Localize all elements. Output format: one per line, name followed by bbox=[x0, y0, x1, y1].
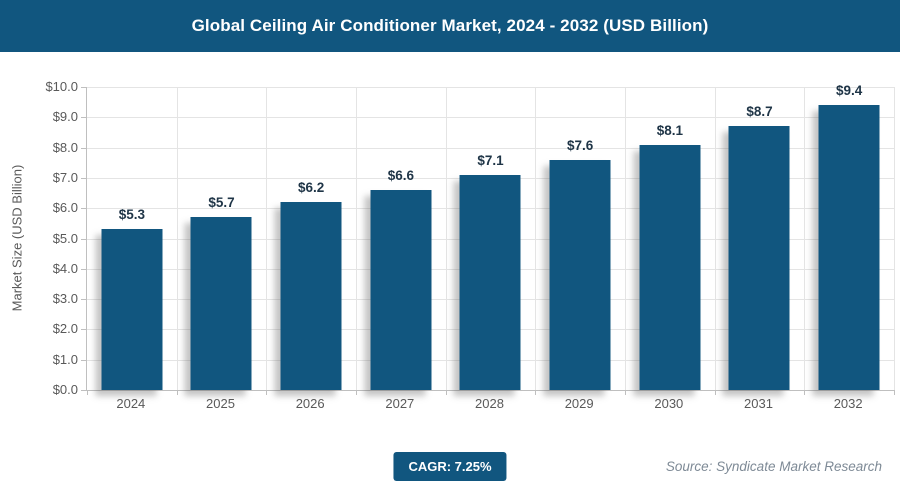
x-tick-label: 2027 bbox=[385, 396, 415, 411]
y-tick-label: $2.0 bbox=[52, 321, 78, 337]
gridline-vertical bbox=[356, 87, 357, 390]
x-tick-label: 2032 bbox=[833, 396, 863, 411]
bar-2024 bbox=[101, 229, 163, 390]
gridline-vertical bbox=[714, 87, 716, 390]
x-axis-tick bbox=[625, 390, 626, 395]
bar-group-2032: $9.4 bbox=[804, 83, 894, 390]
x-axis-tick bbox=[804, 390, 806, 395]
bar-group-2026: $6.2 bbox=[266, 87, 356, 390]
bar-2027 bbox=[370, 190, 432, 390]
y-axis-tick bbox=[81, 329, 87, 331]
x-tick-label: 2030 bbox=[654, 396, 684, 411]
x-axis-tick bbox=[356, 390, 357, 395]
bar-group-2024: $5.3 bbox=[87, 87, 177, 390]
y-tick-label: $8.0 bbox=[52, 139, 78, 155]
gridline-vertical bbox=[804, 87, 806, 390]
bar-value-label: $7.1 bbox=[477, 152, 504, 168]
bar-2031 bbox=[728, 126, 790, 390]
bar-group-2029: $7.6 bbox=[535, 87, 625, 390]
x-axis-tick bbox=[535, 390, 537, 395]
bar-2029 bbox=[549, 159, 611, 390]
bar-value-label: $8.1 bbox=[656, 122, 683, 138]
y-axis-tick bbox=[81, 87, 87, 88]
x-tick-label: 2025 bbox=[206, 396, 235, 411]
y-tick-label: $6.0 bbox=[52, 200, 78, 216]
bar-2032 bbox=[818, 105, 880, 390]
gridline-vertical bbox=[445, 87, 447, 390]
bar-group-2030: $8.1 bbox=[625, 87, 715, 390]
bar-group-2027: $6.6 bbox=[356, 87, 446, 390]
y-axis-tick bbox=[81, 238, 87, 240]
x-axis-tick bbox=[445, 390, 447, 395]
x-tick-label: 2028 bbox=[475, 396, 504, 411]
bar-value-label: $7.6 bbox=[567, 137, 594, 153]
x-tick-label: 2031 bbox=[744, 396, 773, 411]
x-axis-tick bbox=[894, 390, 895, 395]
chart-header-bar: Global Ceiling Air Conditioner Market, 2… bbox=[0, 0, 900, 52]
x-axis-tick bbox=[266, 390, 268, 395]
gridline-horizontal bbox=[87, 87, 894, 88]
y-tick-label: $0.0 bbox=[52, 382, 78, 397]
y-tick-label: $7.0 bbox=[52, 169, 78, 185]
y-tick-label: $1.0 bbox=[52, 351, 78, 367]
bar-2025 bbox=[190, 217, 252, 390]
y-axis-tick bbox=[81, 299, 87, 301]
bar-value-label: $5.3 bbox=[118, 207, 145, 223]
x-axis-tick-labels: 2024 2025 2026 2027 2028 2029 2030 2031 2032 bbox=[86, 396, 893, 414]
plot-area: $5.3 $5.7 $6.2 $6.6 $7.1 $7.6 $8.1 $8.7 $9.4 bbox=[81, 83, 895, 395]
y-axis-tick bbox=[81, 390, 87, 391]
gridline-vertical bbox=[625, 87, 626, 390]
x-tick-label: 2029 bbox=[564, 396, 594, 411]
bar-group-2025: $5.7 bbox=[177, 87, 267, 390]
y-tick-label: $5.0 bbox=[52, 230, 78, 246]
bar-group-2028: $7.1 bbox=[446, 87, 536, 390]
y-axis-tick bbox=[81, 117, 87, 119]
y-tick-label: $3.0 bbox=[52, 291, 78, 307]
y-axis-tick bbox=[81, 177, 87, 179]
y-axis-tick-labels: $0.0 $1.0 $2.0 $3.0 $4.0 $5.0 $6.0 $7.0 $8.0 $9.0… bbox=[28, 79, 78, 397]
y-tick-label: $10.0 bbox=[45, 79, 78, 94]
y-tick-label: $9.0 bbox=[52, 109, 78, 125]
bar-value-label: $6.2 bbox=[298, 180, 325, 196]
x-axis-tick bbox=[176, 390, 178, 395]
chart-title: Global Ceiling Air Conditioner Market, 2… bbox=[191, 16, 709, 35]
gridline-vertical bbox=[535, 87, 537, 390]
source-note: Source: Syndicate Market Research bbox=[665, 459, 882, 474]
gridline-vertical bbox=[894, 87, 895, 390]
x-tick-label: 2024 bbox=[116, 396, 146, 411]
y-axis-tick bbox=[81, 359, 87, 361]
cagr-badge: CAGR: 7.25% bbox=[393, 452, 507, 481]
bar-2030 bbox=[639, 144, 701, 390]
x-tick-label: 2026 bbox=[295, 396, 325, 411]
y-axis-title: Market Size (USD Billion) bbox=[9, 164, 25, 312]
bar-2028 bbox=[459, 174, 521, 390]
bar-2026 bbox=[280, 202, 342, 390]
gridline-horizontal bbox=[87, 117, 894, 119]
bar-group-2031: $8.7 bbox=[715, 87, 805, 390]
x-axis-tick bbox=[714, 390, 716, 395]
y-axis-tick bbox=[81, 147, 87, 149]
gridline-vertical bbox=[176, 87, 178, 390]
bar-value-label: $8.7 bbox=[746, 104, 773, 120]
y-axis-tick bbox=[81, 268, 87, 270]
y-axis-tick bbox=[81, 208, 87, 210]
gridline-horizontal bbox=[87, 147, 894, 149]
gridline-vertical bbox=[266, 87, 268, 390]
bar-value-label: $9.4 bbox=[836, 83, 863, 99]
x-axis-tick bbox=[87, 390, 88, 395]
bar-value-label: $5.7 bbox=[208, 195, 235, 211]
y-tick-label: $4.0 bbox=[52, 260, 78, 276]
bar-value-label: $6.6 bbox=[387, 168, 414, 184]
